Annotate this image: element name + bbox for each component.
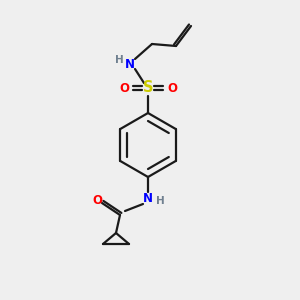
- Text: S: S: [143, 80, 153, 95]
- Text: H: H: [115, 55, 123, 65]
- Text: O: O: [92, 194, 102, 208]
- Text: N: N: [125, 58, 135, 70]
- Text: O: O: [167, 82, 177, 94]
- Text: N: N: [143, 193, 153, 206]
- Text: H: H: [156, 196, 164, 206]
- Text: O: O: [119, 82, 129, 94]
